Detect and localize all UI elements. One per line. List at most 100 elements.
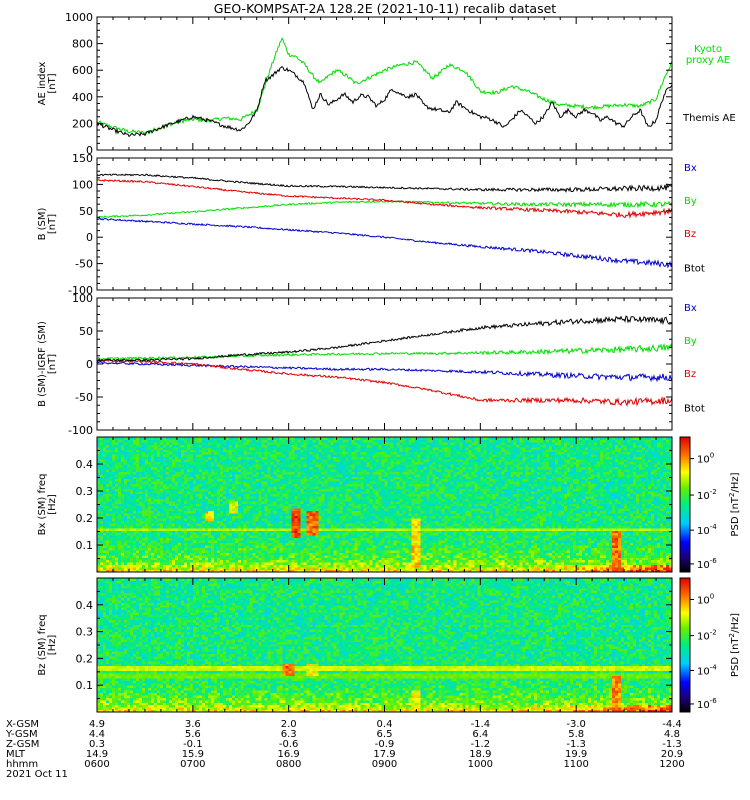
heatmap-cell <box>108 569 113 573</box>
series-line-btot <box>97 173 672 193</box>
heatmap-cell <box>396 569 400 573</box>
spectrogram <box>97 437 673 573</box>
heatmap-cell <box>102 569 107 573</box>
heatmap-cell <box>249 569 254 573</box>
heatmap-cell <box>156 569 161 573</box>
plot-area <box>97 17 672 150</box>
heatmap-cell <box>411 569 415 573</box>
heatmap-cell <box>165 569 170 573</box>
heatmap-cell <box>135 569 140 573</box>
heatmap-cell <box>387 569 391 573</box>
legend-entry-bz: Bz <box>684 369 696 380</box>
axis-label-unit: [nT] <box>47 354 58 374</box>
heatmap-cell <box>315 569 320 573</box>
heatmap-cell <box>285 569 290 573</box>
heatmap-cell <box>168 569 173 573</box>
y-tick-label: 50 <box>79 325 93 338</box>
heatmap-cell <box>240 569 245 573</box>
heatmap-cell <box>171 569 176 573</box>
heatmap-cell <box>123 569 128 573</box>
heatmap-cell <box>408 569 412 573</box>
y-axis-label: B (SM)[nT] <box>37 207 58 240</box>
heatmap-cell <box>183 569 188 573</box>
heatmap-cell <box>117 569 122 573</box>
heatmap-cell <box>357 569 362 573</box>
heatmap-cell <box>342 569 347 573</box>
legend-entry-btot: Btot <box>684 404 705 415</box>
heatmap-cell <box>297 569 302 573</box>
heatmap-cell <box>189 569 194 573</box>
legend-entry-kyoto-2: proxy AE <box>686 55 730 66</box>
heatmap-cell <box>216 569 221 573</box>
heatmap-cell <box>231 569 236 573</box>
legend-entry-bz: Bz <box>684 229 696 240</box>
heatmap-cell <box>99 569 104 573</box>
heatmap-cell <box>105 569 110 573</box>
heatmap-cell <box>234 569 239 573</box>
y-axis-label: AE index[nT] <box>37 62 58 106</box>
legend-entry-bx: Bx <box>684 303 697 314</box>
heatmap-cell <box>267 569 272 573</box>
y-tick-label: 200 <box>72 117 93 130</box>
legend: Bx By Bz Btot <box>684 303 705 414</box>
axis-label-part: B (SM) <box>37 207 48 240</box>
legend-entry-by: By <box>684 196 697 207</box>
axis-label-part: AE index <box>37 62 48 106</box>
heatmap-cell <box>402 569 406 573</box>
heatmap-cell <box>294 569 299 573</box>
y-axis-label: B (SM)-IGRF (SM)[nT] <box>37 321 58 407</box>
heatmap-cell <box>330 569 335 573</box>
heatmap-cell <box>363 569 368 573</box>
heatmap-cell <box>153 569 158 573</box>
heatmap-cell <box>324 569 329 573</box>
heatmap-cell <box>97 569 101 573</box>
heatmap-cell <box>288 569 293 573</box>
heatmap-cell <box>420 569 424 573</box>
heatmap-cell <box>207 569 212 573</box>
series-line-btot <box>97 315 672 362</box>
heatmap-cell <box>369 569 374 573</box>
heatmap-cell <box>177 569 182 573</box>
axis-label-part: B (SM)-IGRF (SM) <box>37 321 48 407</box>
heatmap-cell <box>351 569 356 573</box>
heatmap-cell <box>162 569 167 573</box>
heatmap-cell <box>282 569 287 573</box>
heatmap-cell <box>111 569 116 573</box>
heatmap-cell <box>303 569 308 573</box>
heatmap-cell <box>333 569 338 573</box>
heatmap-cell <box>180 569 185 573</box>
heatmap-cell <box>198 569 203 573</box>
heatmap-cell <box>114 569 119 573</box>
y-tick-label: 400 <box>72 91 93 104</box>
legend-entry-themis: Themis AE <box>682 113 736 124</box>
heatmap-cell <box>195 569 200 573</box>
y-tick-label: -50 <box>75 258 93 271</box>
heatmap-cell <box>375 569 380 573</box>
y-tick-label: 0 <box>86 358 93 371</box>
heatmap-cell <box>432 569 436 573</box>
heatmap-cell <box>336 569 341 573</box>
heatmap-cell <box>204 569 209 573</box>
y-tick-label: 600 <box>72 64 93 77</box>
legend-entry-kyoto: Kyoto <box>694 44 722 55</box>
heatmap-cell <box>246 569 251 573</box>
heatmap-cell <box>381 569 385 573</box>
y-tick-label: 100 <box>72 178 93 191</box>
y-tick-label: 50 <box>79 205 93 218</box>
y-tick-label: 800 <box>72 38 93 51</box>
heatmap-cell <box>276 569 281 573</box>
y-tick-label: 0 <box>86 231 93 244</box>
heatmap-cell <box>327 569 332 573</box>
heatmap-cell <box>201 569 206 573</box>
heatmap-cell <box>306 569 311 573</box>
y-tick-label: 150 <box>72 152 93 165</box>
heatmap-cell <box>264 569 269 573</box>
y-tick-label: -100 <box>68 284 93 297</box>
legend-entry-by: By <box>684 336 697 347</box>
heatmap-cell <box>378 569 382 573</box>
heatmap-cell <box>279 569 284 573</box>
legend-entry-bx: Bx <box>684 163 697 174</box>
